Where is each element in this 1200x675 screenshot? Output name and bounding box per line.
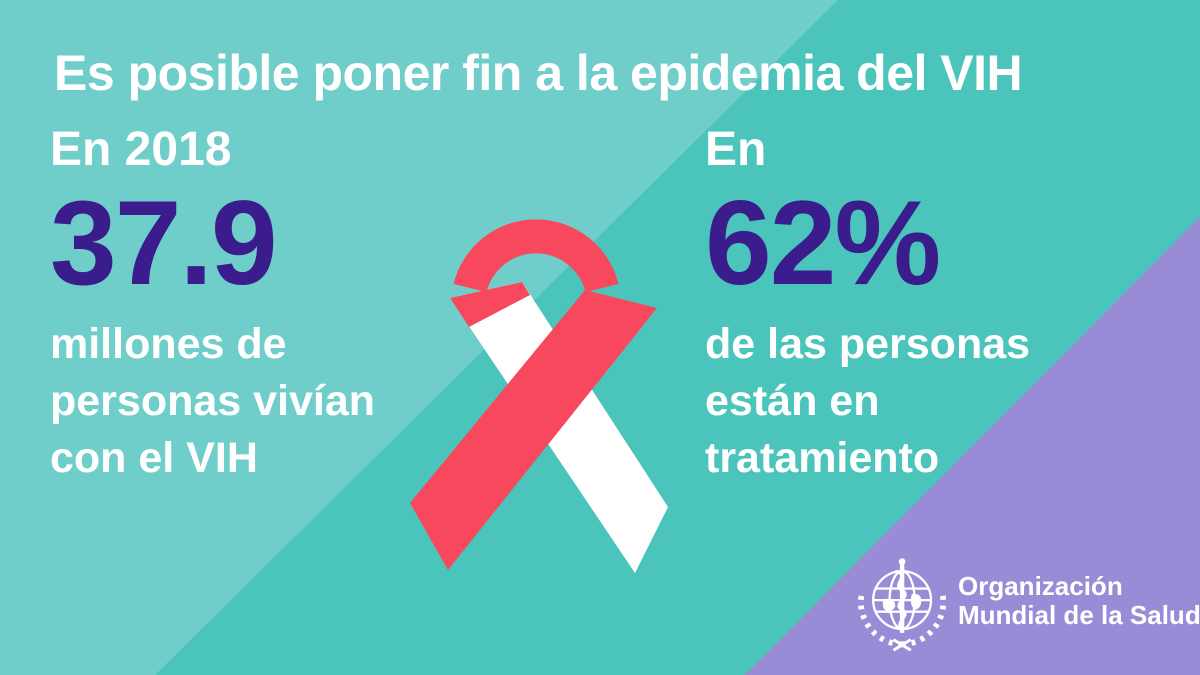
stat-right-desc-line2: están en [705,377,880,425]
stat-left-desc-line3: con el VIH [50,434,258,482]
page-title: Es posible poner fin a la epidemia del V… [54,45,1023,101]
stat-left-desc-line1: millones de [50,320,287,368]
stat-left: En 2018 37.9 millones de personas vivían… [50,122,375,487]
stat-right-desc-line3: tratamiento [705,434,940,482]
who-logo: Organización Mundial de la Salud [852,548,1200,663]
stat-left-value: 37.9 [50,176,278,310]
who-logo-name-line2: Mundial de la Salud [958,600,1200,630]
stat-right: En 62% de las personas están en tratamie… [705,122,1030,487]
stat-left-prefix: En 2018 [50,123,232,176]
who-logo-name-line1: Organización [958,571,1123,601]
stat-right-prefix: En [705,123,767,176]
stat-right-desc-line1: de las personas [705,320,1031,368]
stat-left-description: millones de personas vivían con el VIH [50,316,375,487]
stat-right-value: 62% [705,176,941,310]
stat-left-desc-line2: personas vivían [50,377,376,425]
aids-awareness-ribbon-icon [410,219,668,573]
who-logo-text: Organización Mundial de la Salud [958,572,1200,630]
stat-right-description: de las personas están en tratamiento [705,316,1030,487]
who-emblem-icon [858,558,947,652]
